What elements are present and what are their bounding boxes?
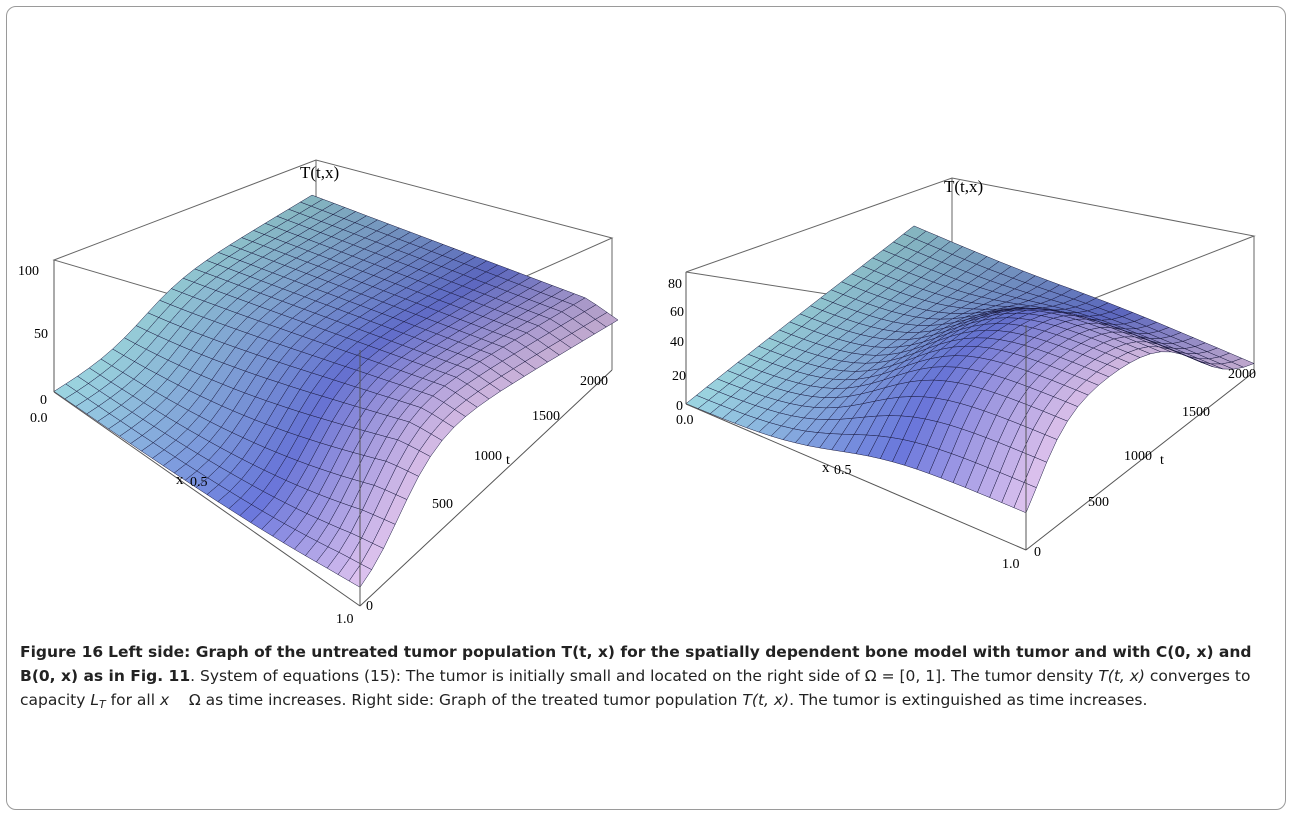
x-axis-label: x: [176, 472, 184, 488]
z-axis-title: T(t,x): [300, 163, 339, 182]
z-tick: 50: [34, 327, 48, 342]
caption-var: T: [742, 691, 752, 709]
t-tick: 1500: [532, 409, 560, 424]
caption-var: L: [90, 691, 100, 709]
x-tick: 0.5: [834, 463, 852, 478]
surface-facet: [1013, 482, 1037, 514]
caption-text: converges to capacity: [20, 667, 1251, 709]
plot-untreated: T(t,x) 100 50 0 0.0 0.5 1.0 x 0 500 1000…: [18, 159, 619, 627]
surface-treated: [685, 225, 1255, 514]
t-tick: 1500: [1182, 405, 1210, 420]
bounding-box-front: [685, 272, 1255, 551]
z-tick: 80: [668, 277, 682, 292]
caption-var: (t, x): [751, 691, 790, 709]
x-tick: 0.0: [30, 411, 48, 426]
x-axis-label: x: [822, 460, 830, 476]
caption-text: . System of equations (15): The tumor is…: [190, 667, 1099, 685]
x-tick: 0.5: [190, 475, 208, 490]
x-tick: 0.0: [676, 413, 694, 428]
z-tick: 0: [676, 399, 683, 414]
caption-var: x: [159, 691, 170, 709]
t-tick: 1000: [1124, 449, 1152, 464]
z-tick: 60: [670, 305, 684, 320]
t-tick: 1000: [474, 449, 502, 464]
caption-var: (t, x): [1107, 667, 1145, 685]
caption-text: . The tumor is extinguished as time incr…: [789, 691, 1148, 709]
t-tick: 500: [432, 497, 453, 512]
z-tick: 20: [672, 369, 686, 384]
caption-var: T: [1098, 667, 1108, 685]
caption-text: for all: [105, 691, 160, 709]
t-tick: 0: [366, 599, 373, 614]
t-tick: 2000: [1228, 367, 1256, 382]
caption-text: Ω as time increases. Right side: Graph o…: [169, 691, 743, 709]
caption-subscript: T: [99, 698, 106, 711]
t-tick: 2000: [580, 374, 608, 389]
caption-bold-title: Left side: Graph of the untreated tumor …: [20, 643, 1252, 685]
z-tick: 100: [18, 264, 39, 279]
x-tick: 1.0: [1002, 557, 1020, 572]
t-tick: 0: [1034, 545, 1041, 560]
t-axis-label: t: [506, 453, 510, 468]
t-tick: 500: [1088, 495, 1109, 510]
surface-untreated: [53, 194, 619, 588]
figure-caption: Figure 16 Left side: Graph of the untrea…: [20, 640, 1278, 712]
z-tick: 40: [670, 335, 684, 350]
z-axis-title: T(t,x): [944, 177, 983, 196]
figure-label: Figure 16: [20, 643, 104, 661]
plot-treated: T(t,x) 80 60 40 20 0 0.0 0.5 1.0 x 0 500…: [668, 177, 1256, 572]
z-tick: 0: [40, 393, 47, 408]
t-axis-label: t: [1160, 453, 1164, 468]
bounding-box-front: [53, 260, 613, 607]
x-tick: 1.0: [336, 612, 354, 627]
